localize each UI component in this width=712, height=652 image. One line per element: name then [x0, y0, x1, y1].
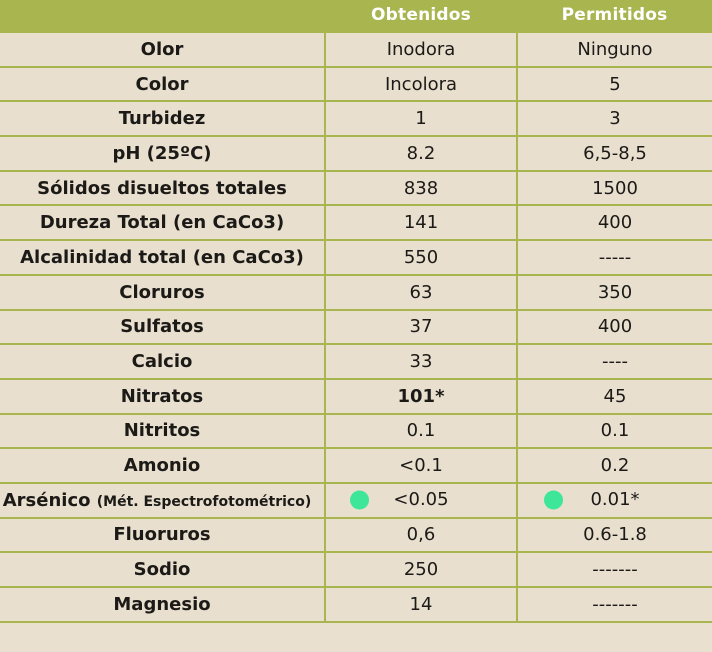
marker-dot-icon: [350, 490, 369, 510]
permitido-cell-wrap: 0.01*: [518, 484, 712, 517]
marker-dot-icon: [544, 490, 563, 510]
table-row-cloruros: Cloruros 63 350: [0, 273, 712, 311]
permitido-cell: 0.6-1.8: [516, 516, 712, 554]
permitido-cell: 350: [516, 273, 712, 311]
param-label-group: Arsénico (Mét. Espectrofotométrico): [0, 490, 324, 511]
table-row-color: Color Incolora 5: [0, 65, 712, 103]
table-row-magnesio: Magnesio 14 -------: [0, 586, 712, 623]
table-row-olor: Olor Inodora Ninguno: [0, 31, 712, 68]
obtenido-cell: 14: [324, 586, 518, 623]
permitido-cell: 0.2: [516, 447, 712, 484]
permitido-cell: -------: [516, 551, 712, 588]
obtenido-cell: 33: [324, 343, 518, 380]
param-method: (Mét. Espectrofotométrico): [96, 493, 312, 510]
obtenido-cell: 1: [324, 100, 518, 138]
param-cell: Calcio: [0, 343, 326, 380]
permitido-cell: 400: [516, 204, 712, 242]
param-name: Arsénico: [2, 489, 91, 511]
table-row-turbidez: Turbidez 1 3: [0, 100, 712, 138]
table-row-arsenico: Arsénico (Mét. Espectrofotométrico) <0.0…: [0, 481, 712, 519]
table-row-nitratos: Nitratos 101* 45: [0, 377, 712, 415]
header-parameter: [0, 0, 325, 31]
param-cell: Fluoruros: [0, 516, 326, 554]
obtenido-cell: 838: [324, 169, 518, 207]
obtenido-cell: 37: [324, 308, 518, 346]
permitido-cell: ----: [516, 343, 712, 380]
obtenido-cell: <0.1: [324, 447, 518, 484]
header-permitidos: Permitidos: [561, 5, 668, 25]
obtenido-cell: 63: [324, 273, 518, 311]
obtenido-cell: 141: [324, 204, 518, 242]
param-cell: Sodio: [0, 551, 326, 588]
obtenido-cell: 250: [324, 551, 518, 588]
permitido-cell: 1500: [516, 169, 712, 207]
permitido-cell: 5: [516, 65, 712, 103]
permitido-value: 0.01*: [590, 488, 640, 510]
permitido-cell: 6,5-8,5: [516, 135, 712, 172]
table-row-sulfatos: Sulfatos 37 400: [0, 308, 712, 346]
obtenido-cell: <0.05: [324, 481, 518, 519]
param-cell: Turbidez: [0, 100, 326, 138]
permitido-cell: -------: [516, 586, 712, 623]
permitido-cell: 45: [516, 377, 712, 415]
obtenido-value: <0.05: [393, 488, 449, 510]
param-cell: Sólidos disueltos totales: [0, 169, 326, 207]
table-row-ph: pH (25ºC) 8.2 6,5-8,5: [0, 135, 712, 172]
param-cell: Olor: [0, 31, 326, 68]
table-row-solidos: Sólidos disueltos totales 838 1500: [0, 169, 712, 207]
results-grid: Olor Inodora Ninguno Color Incolora 5 Tu…: [0, 31, 712, 623]
table-row-nitritos: Nitritos 0.1 0.1: [0, 412, 712, 450]
param-cell: Cloruros: [0, 273, 326, 311]
header-obtenidos: Obtenidos: [371, 5, 471, 25]
param-cell: Color: [0, 65, 326, 103]
permitido-cell: 0.01*: [516, 481, 712, 519]
table-row-fluoruros: Fluoruros 0,6 0.6-1.8: [0, 516, 712, 554]
param-cell: Dureza Total (en CaCo3): [0, 204, 326, 242]
obtenido-cell: 0.1: [324, 412, 518, 450]
param-cell: Magnesio: [0, 586, 326, 623]
param-cell: Sulfatos: [0, 308, 326, 346]
table-header: Obtenidos Permitidos: [0, 0, 712, 31]
table-row-calcio: Calcio 33 ----: [0, 343, 712, 380]
permitido-cell: 400: [516, 308, 712, 346]
obtenido-cell-flagged: 101*: [324, 377, 518, 415]
obtenido-cell: Inodora: [324, 31, 518, 68]
param-cell: Alcalinidad total (en CaCo3): [0, 239, 326, 276]
permitido-cell: -----: [516, 239, 712, 276]
table-row-sodio: Sodio 250 -------: [0, 551, 712, 588]
obtenido-cell: Incolora: [324, 65, 518, 103]
permitido-cell: 0.1: [516, 412, 712, 450]
param-cell: Nitratos: [0, 377, 326, 415]
obtenido-cell: 8.2: [324, 135, 518, 172]
table-row-dureza: Dureza Total (en CaCo3) 141 400: [0, 204, 712, 242]
obtenido-cell: 550: [324, 239, 518, 276]
param-cell: Arsénico (Mét. Espectrofotométrico): [0, 481, 326, 519]
obtenido-cell-wrap: <0.05: [326, 484, 516, 517]
param-cell: pH (25ºC): [0, 135, 326, 172]
table-row-alcalinidad: Alcalinidad total (en CaCo3) 550 -----: [0, 239, 712, 276]
obtenido-cell: 0,6: [324, 516, 518, 554]
permitido-cell: 3: [516, 100, 712, 138]
table-row-amonio: Amonio <0.1 0.2: [0, 447, 712, 484]
param-cell: Amonio: [0, 447, 326, 484]
param-cell: Nitritos: [0, 412, 326, 450]
permitido-cell: Ninguno: [516, 31, 712, 68]
